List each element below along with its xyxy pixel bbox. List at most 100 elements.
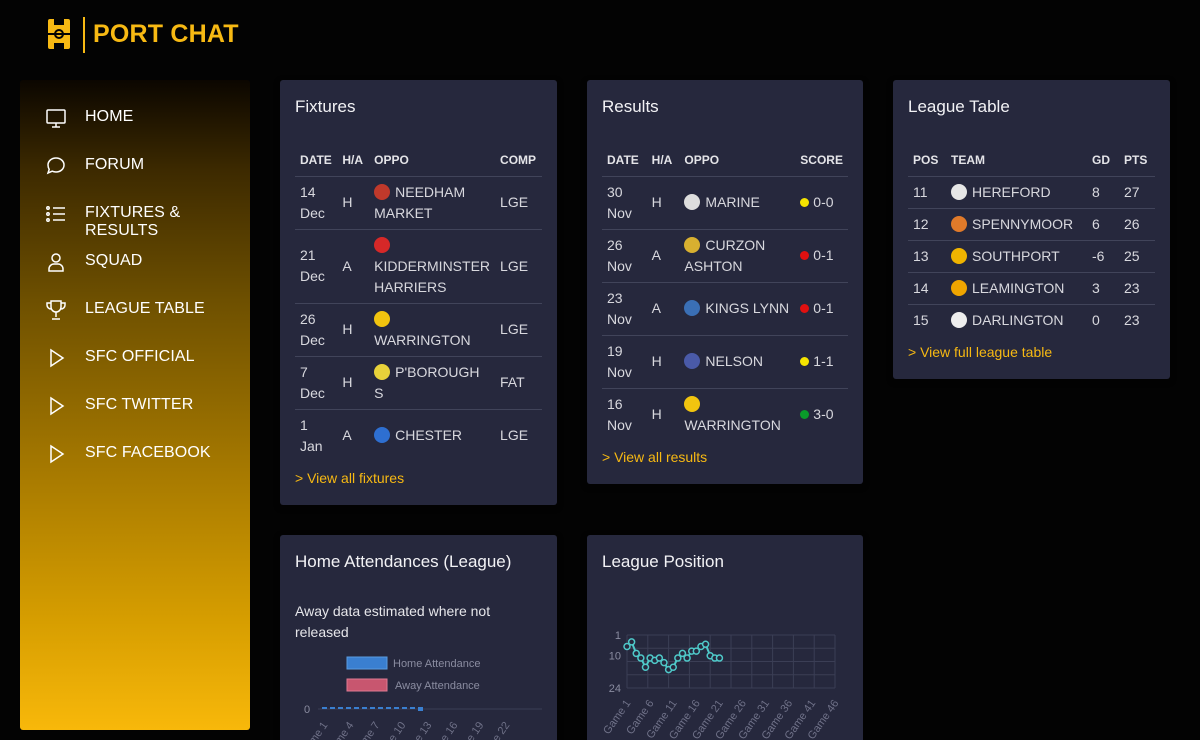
team-name: CURZON ASHTON [684, 236, 766, 274]
result-oppo: NELSON [679, 335, 796, 389]
attendance-bar[interactable] [322, 707, 327, 709]
position-point[interactable] [701, 640, 710, 648]
attendance-bar[interactable] [362, 707, 367, 709]
position-point[interactable] [655, 654, 664, 662]
team-crest-icon [684, 194, 701, 210]
play-icon [50, 348, 65, 368]
nav-squad[interactable]: SQUAD [20, 242, 250, 282]
result-dot-icon [800, 251, 810, 260]
nav-label: SFC TWITTER [85, 396, 194, 413]
table-row[interactable]: 16 Nov H WARRINGTON 3-0 [602, 388, 848, 441]
team-pos: 14 [908, 272, 946, 305]
column-header: POS [908, 144, 946, 177]
result-oppo: KINGS LYNN [679, 282, 796, 336]
attendance-bar[interactable] [354, 707, 359, 709]
position-point[interactable] [637, 654, 645, 662]
team-name: KINGS LYNN [705, 300, 790, 316]
column-header: H/A [337, 144, 370, 177]
table-row[interactable]: 11 HEREFORD 8 27 [908, 176, 1155, 209]
table-row[interactable]: 14 LEAMINGTON 3 23 [908, 272, 1155, 305]
table-row[interactable]: 30 Nov H MARINE 0-0 [602, 176, 848, 230]
team-name: HEREFORD [972, 183, 1051, 200]
attendance-bar[interactable] [370, 707, 375, 709]
fixtures-card: Fixtures DATE H/A OPPO COMP 14 Dec H NEE… [280, 80, 557, 505]
nav-sfc-facebook[interactable]: SFC FACEBOOK [20, 434, 250, 474]
table-row[interactable]: 26 Nov A CURZON ASHTON 0-1 [602, 229, 848, 283]
team-crest-icon [374, 363, 391, 380]
card-title: League Position [602, 552, 724, 571]
position-point[interactable] [669, 663, 677, 672]
position-point[interactable] [674, 654, 682, 662]
legend-swatch-home[interactable] [346, 656, 388, 670]
chat-bubbles-icon [46, 157, 65, 175]
y-tick-label: 10 [609, 651, 621, 663]
fixture-oppo: CHESTER [369, 409, 495, 462]
pitch-logo-icon[interactable] [47, 18, 71, 50]
team-crest-icon [684, 353, 701, 369]
nav-forum[interactable]: FORUM [20, 146, 250, 186]
column-header: GD [1087, 144, 1119, 177]
table-row[interactable]: 21 Dec A KIDDERMINSTER HARRIERS LGE [295, 229, 542, 304]
attendance-bar[interactable] [402, 707, 407, 709]
result-oppo: WARRINGTON [679, 388, 795, 441]
attendance-bar[interactable] [410, 707, 415, 709]
attendance-card: Home Attendances (League) Away data esti… [280, 535, 557, 740]
table-row[interactable]: 19 Nov H NELSON 1-1 [602, 335, 848, 389]
list-icon [46, 206, 65, 222]
table-row[interactable]: 7 Dec H P'BOROUGH S FAT [295, 356, 542, 410]
table-row[interactable]: 13 SOUTHPORT -6 25 [908, 240, 1155, 273]
x-tick-label: Game 4 [324, 720, 356, 740]
attendance-bar[interactable] [418, 707, 423, 711]
team-cell: HEREFORD [946, 176, 1087, 209]
position-point[interactable] [627, 638, 636, 646]
position-point[interactable] [660, 658, 668, 667]
fixture-comp: LGE [495, 303, 542, 357]
card-title: League Table [908, 97, 1010, 116]
attendance-bar[interactable] [386, 707, 391, 709]
nav-fixtures-results[interactable]: FIXTURES & RESULTS [20, 194, 250, 239]
nav-home[interactable]: HOME [20, 98, 250, 138]
result-ha: A [646, 282, 680, 336]
table-row[interactable]: 1 Jan A CHESTER LGE [295, 409, 542, 462]
position-point[interactable] [683, 654, 691, 662]
attendance-bar[interactable] [394, 707, 399, 709]
score-text: 0-1 [813, 247, 834, 263]
column-header: OPPO [369, 144, 496, 177]
table-row[interactable]: 15 DARLINGTON 0 23 [908, 304, 1155, 336]
nav-sfc-twitter[interactable]: SFC TWITTER [20, 386, 250, 426]
position-point[interactable] [632, 649, 640, 658]
team-pts: 25 [1119, 240, 1155, 273]
attendance-bar[interactable] [378, 707, 383, 709]
team-name: WARRINGTON [374, 331, 471, 348]
view-all-fixtures-link[interactable]: > View all fixtures [295, 470, 405, 486]
position-point[interactable] [623, 642, 631, 651]
team-crest-icon [374, 427, 391, 444]
attendance-bar[interactable] [346, 707, 351, 709]
result-ha: A [646, 229, 680, 283]
nav-sfc-official[interactable]: SFC OFFICIAL [20, 338, 250, 378]
team-cell: SPENNYMOOR [946, 208, 1087, 241]
table-row[interactable]: 23 Nov A KINGS LYNN 0-1 [602, 282, 848, 336]
view-full-league-table-link[interactable]: > View full league table [908, 344, 1053, 360]
table-row[interactable]: 14 Dec H NEEDHAM MARKET LGE [295, 176, 542, 230]
team-pts: 26 [1119, 208, 1155, 241]
trophy-icon [46, 300, 66, 320]
position-point[interactable] [692, 647, 701, 655]
position-point[interactable] [715, 654, 724, 662]
view-all-results-link[interactable]: > View all results [602, 449, 708, 465]
team-pts: 27 [1119, 176, 1155, 209]
attendance-bar[interactable] [330, 707, 335, 709]
nav-league-table[interactable]: LEAGUE TABLE [20, 290, 250, 330]
position-point[interactable] [678, 649, 687, 658]
table-row[interactable]: 26 Dec H WARRINGTON LGE [295, 303, 542, 357]
table-row[interactable]: 12 SPENNYMOOR 6 26 [908, 208, 1155, 241]
team-crest-icon [951, 215, 967, 232]
team-pts: 23 [1124, 311, 1140, 328]
team-gd: 0 [1092, 311, 1100, 328]
app-title[interactable]: PORT CHAT [93, 20, 239, 48]
position-point[interactable] [641, 663, 650, 672]
legend-swatch-away[interactable] [346, 678, 388, 692]
attendance-bar[interactable] [338, 707, 343, 709]
play-icon [50, 396, 65, 416]
column-header: H/A [646, 144, 680, 177]
